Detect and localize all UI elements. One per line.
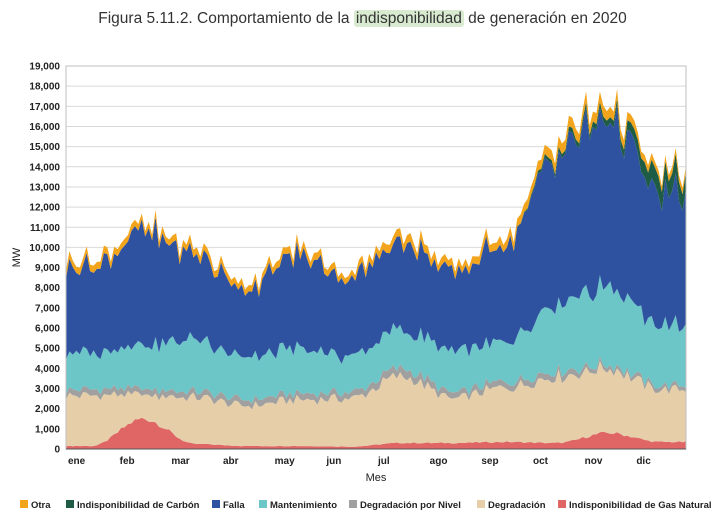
y-tick-label: 2,000 <box>35 404 60 415</box>
legend-label: Degradación <box>488 500 546 511</box>
legend-label: Otra <box>31 500 51 511</box>
x-tick-label: ene <box>68 456 86 467</box>
legend-swatch <box>212 500 220 508</box>
y-tick-label: 18,000 <box>29 82 60 93</box>
title-text-pre: Figura 5.11.2. Comportamiento de la <box>98 10 354 27</box>
y-tick-label: 10,000 <box>29 243 60 254</box>
y-tick-label: 13,000 <box>29 182 60 193</box>
x-tick-label: mar <box>171 456 189 467</box>
x-tick-label: ago <box>430 456 448 467</box>
x-tick-label: jul <box>377 456 390 467</box>
legend-swatch <box>477 500 485 508</box>
y-tick-label: 9,000 <box>35 263 60 274</box>
y-tick-label: 16,000 <box>29 122 60 133</box>
x-axis-label: Mes <box>366 472 387 484</box>
x-tick-label: sep <box>481 456 498 467</box>
y-tick-label: 1,000 <box>35 424 60 435</box>
y-tick-label: 7,000 <box>35 303 60 314</box>
legend-swatch <box>20 500 28 508</box>
series-area <box>66 360 686 447</box>
y-tick-label: 6,000 <box>35 324 60 335</box>
x-tick-label: oct <box>533 456 549 467</box>
x-tick-label: feb <box>120 456 135 467</box>
x-tick-label: nov <box>585 456 603 467</box>
y-tick-label: 8,000 <box>35 283 60 294</box>
y-tick-label: 19,000 <box>29 62 60 73</box>
legend-label: Falla <box>223 500 245 511</box>
y-tick-label: 4,000 <box>35 364 60 375</box>
y-axis-label: MW <box>11 247 23 267</box>
y-tick-label: 14,000 <box>29 162 60 173</box>
y-tick-label: 0 <box>54 445 60 456</box>
y-tick-label: 5,000 <box>35 344 60 355</box>
title-highlight: indisponibilidad <box>353 10 464 27</box>
legend-swatch <box>558 500 566 508</box>
y-tick-label: 17,000 <box>29 102 60 113</box>
x-tick-label: dic <box>636 456 651 467</box>
y-tick-label: 3,000 <box>35 384 60 395</box>
legend-label: Indisponibilidad de Carbón <box>77 500 200 511</box>
legend-swatch <box>66 500 74 508</box>
series-area <box>66 275 686 404</box>
title-text-post: de generación en 2020 <box>463 10 627 27</box>
x-tick-label: abr <box>223 456 239 467</box>
series-area <box>66 105 686 364</box>
x-tick-label: jun <box>325 456 341 467</box>
legend-swatch <box>349 500 357 508</box>
series-area <box>66 356 686 410</box>
y-tick-label: 12,000 <box>29 203 60 214</box>
legend-label: Degradación por Nivel <box>360 500 461 511</box>
x-tick-label: may <box>275 456 295 467</box>
legend-label: Mantenimiento <box>270 500 337 511</box>
legend-label: Indisponibilidad de Gas Natural <box>569 500 712 511</box>
legend-swatch <box>259 500 267 508</box>
series-area <box>66 417 686 449</box>
y-tick-label: 15,000 <box>29 142 60 153</box>
chart-title: Figura 5.11.2. Comportamiento de la indi… <box>0 10 725 28</box>
y-tick-label: 11,000 <box>30 223 60 234</box>
